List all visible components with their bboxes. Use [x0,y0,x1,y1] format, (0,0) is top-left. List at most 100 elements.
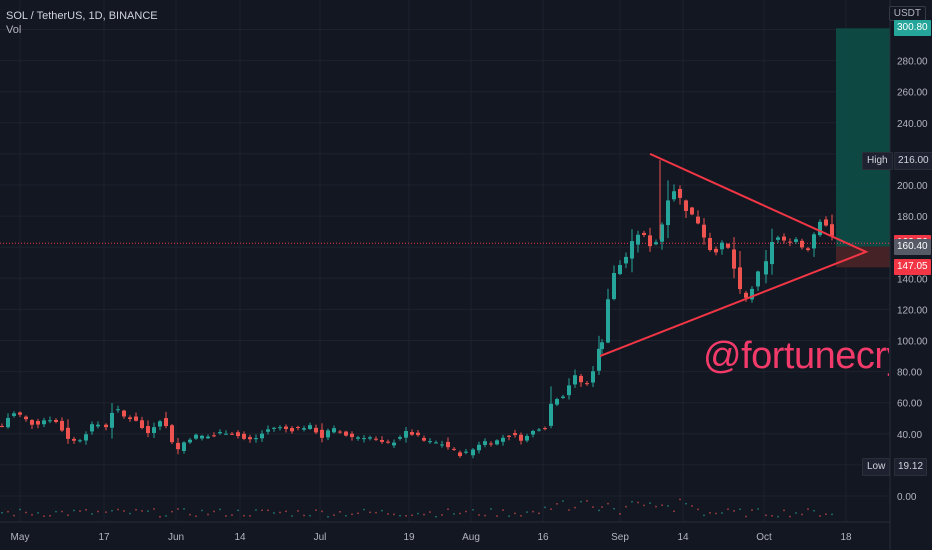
candle-body [254,438,258,440]
candle-body [720,242,724,250]
stop-price-tag: 147.05 [894,259,931,276]
volume-bar [375,511,377,514]
volume-bar [327,515,329,518]
volume-bar [661,504,663,506]
candle-body [368,437,372,439]
volume-bar [556,503,558,505]
volume-bar [357,512,359,515]
candle-body [78,440,82,442]
volume-bar [171,510,173,513]
volume-bar [673,510,675,513]
volume-bar [333,514,335,516]
candle-body [188,439,192,443]
symbol-title[interactable]: SOL / TetherUS, 1D, BINANCE [6,10,158,22]
volume-bar [279,511,281,514]
candle-body [176,442,180,450]
candle-body [654,242,658,245]
candle-body [672,191,676,200]
candle-body [96,424,100,427]
price-tick-label: 200.00 [897,181,928,192]
volume-bar [619,513,621,515]
volume-bar [219,508,221,511]
candle-body [416,432,420,436]
candle-body [218,432,222,434]
candle-body [422,437,426,441]
candle-body [531,430,535,435]
time-tick-label: May [11,532,30,543]
volume-indicator-label[interactable]: Vol [6,24,22,36]
price-tick-label: 280.00 [897,57,928,68]
volume-bar [544,506,546,509]
volume-bar [637,501,639,504]
volume-bar [490,508,492,510]
candle-body [440,444,444,446]
candle-body [230,433,234,435]
volume-bar [189,513,191,516]
volume-bar [321,510,323,513]
volume-bar [411,514,413,517]
candle-body [278,427,282,429]
volume-bar [165,515,167,517]
volume-bar [37,512,39,514]
volume-bar [733,510,735,512]
volume-bar [691,505,693,507]
volume-bar [117,508,119,511]
volume-bar [345,515,347,517]
volume-bar [129,512,131,515]
volume-bar [777,515,779,518]
time-tick-label: 17 [98,532,110,543]
volume-bar [43,515,45,517]
volume-bar [31,514,33,516]
currency-unit-label[interactable]: USDT [888,6,926,21]
volume-bar [363,508,365,511]
candle-body [788,241,792,243]
high-price-tag: 216.00 [894,152,932,171]
candle-body [543,428,547,430]
volume-bar [831,513,833,516]
candle-body [624,256,628,264]
volume-bar [484,514,486,517]
volume-bar [297,510,299,512]
volume-bar [643,504,645,507]
candle-body [794,239,798,242]
volume-bar [655,505,657,508]
candle-body [549,403,553,426]
candle-body [738,267,742,290]
candle-body [579,375,583,383]
volume-bars [1,498,833,518]
candle-body [128,417,132,419]
candle-body [666,200,670,226]
high-label: High [862,152,893,171]
volume-bar [195,515,197,518]
triangle-pattern [599,152,869,357]
volume-bar [261,509,263,512]
candle-body [140,420,144,428]
candle-body [702,224,706,238]
candle-body [24,416,28,420]
volume-bar [813,509,815,512]
candle-body [452,448,456,450]
volume-bar [574,506,576,509]
volume-bar [1,511,3,514]
candle-body [224,433,228,435]
candle-body [404,431,408,438]
candle-body [630,241,634,259]
grid-lines [0,0,890,522]
candle-body [308,425,312,429]
volume-bar [613,507,615,510]
candle-body [612,273,616,300]
volume-bar [783,509,785,512]
candle-body [477,444,481,451]
volume-bar [159,515,161,518]
candle-body [714,248,718,253]
candle-body [392,442,396,446]
candle-body [30,420,34,425]
volume-bar [153,508,155,510]
price-tick-label: 80.00 [897,368,922,379]
candle-body [428,441,432,443]
volume-bar [213,510,215,513]
candle-body [573,375,577,385]
price-tick-label: 180.00 [897,212,928,223]
candle-body [618,265,622,275]
